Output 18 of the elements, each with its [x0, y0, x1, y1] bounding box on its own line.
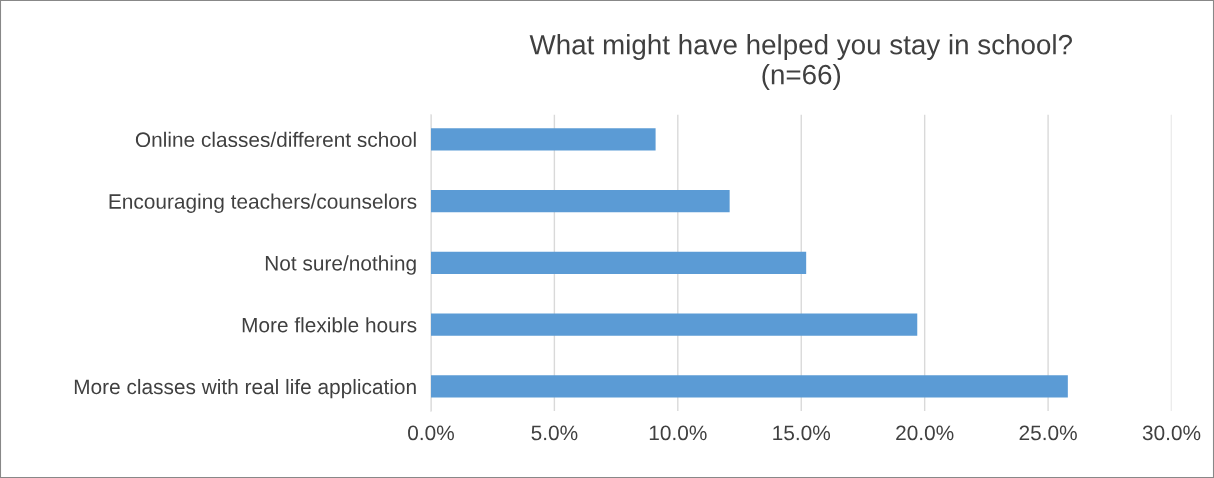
bar — [430, 189, 730, 213]
x-tick-label: 15.0% — [773, 425, 831, 441]
x-tick-label: 20.0% — [896, 425, 954, 441]
y-tick-label: Encouraging teachers/counselors — [109, 193, 417, 213]
bar — [430, 375, 1068, 398]
bar — [430, 128, 656, 151]
chart-title: What might have helped you stay in school? (n=66) — [529, 34, 1072, 90]
x-tick-label: 0.0% — [408, 425, 454, 441]
x-tick-label: 30.0% — [1142, 425, 1201, 441]
y-tick-label: More classes with real life application — [74, 378, 416, 399]
x-tick-label: 25.0% — [1019, 425, 1077, 441]
x-tick-label: 5.0% — [531, 425, 578, 441]
y-tick-label: More flexible hours — [242, 317, 417, 333]
x-tick-label: 10.0% — [649, 425, 707, 441]
y-tick-label: Not sure/nothing — [265, 255, 416, 275]
bar — [430, 251, 807, 275]
bar — [430, 313, 918, 336]
y-tick-label: Online classes/different school — [135, 131, 416, 148]
